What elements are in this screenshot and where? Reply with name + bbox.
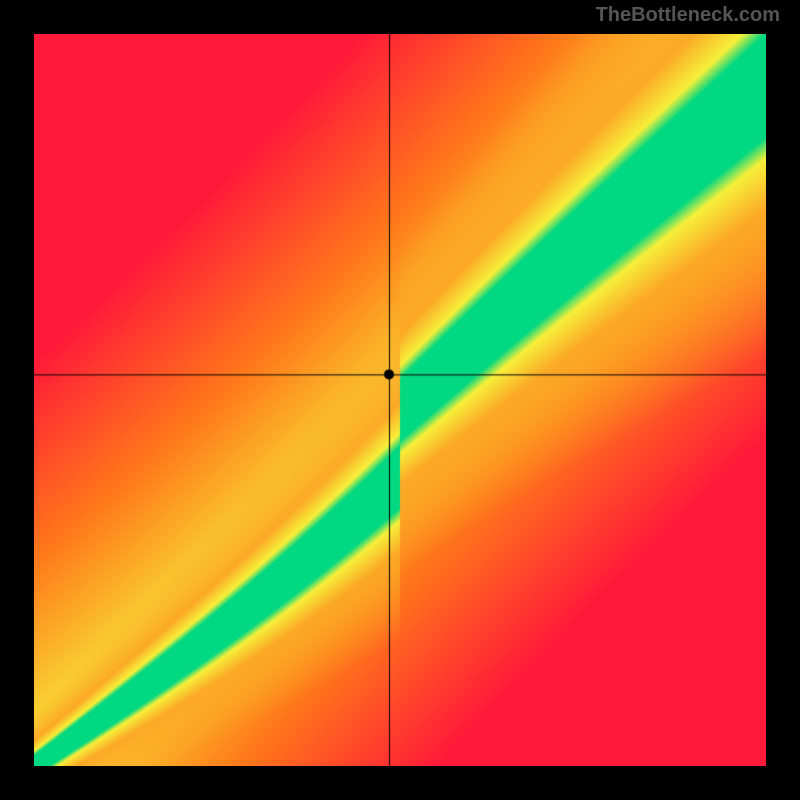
- bottleneck-heatmap: [34, 34, 766, 766]
- watermark: TheBottleneck.com: [596, 4, 780, 27]
